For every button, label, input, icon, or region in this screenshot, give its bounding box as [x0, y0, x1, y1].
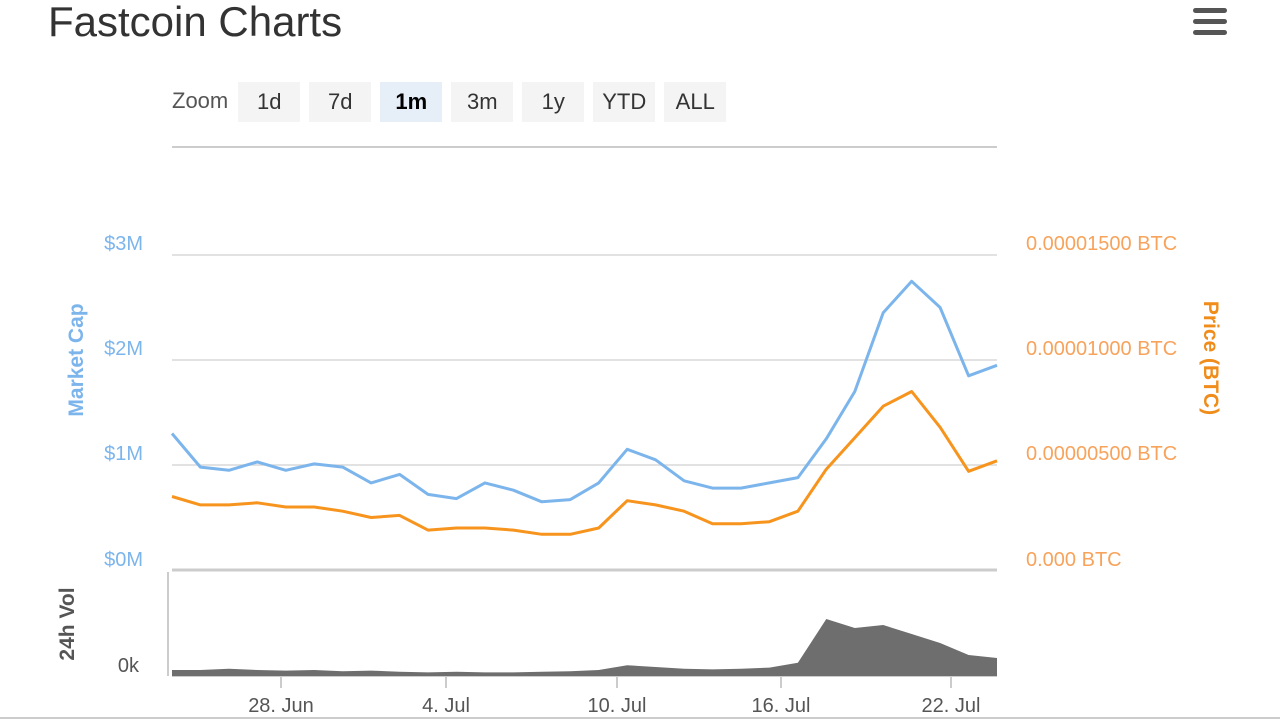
left-axis-title: Market Cap — [65, 303, 88, 416]
right-tick-1500: 0.00001500 BTC — [1026, 233, 1177, 255]
zoom-1d-button[interactable]: 1d — [238, 82, 301, 122]
zoom-7d-button[interactable]: 7d — [309, 82, 372, 122]
zoom-all-button[interactable]: ALL — [664, 82, 727, 122]
left-tick-1m: $1M — [104, 443, 143, 465]
volume-axis-title: 24h Vol — [56, 587, 79, 660]
left-tick-3m: $3M — [104, 233, 143, 255]
zoom-ytd-button[interactable]: YTD — [593, 82, 656, 122]
x-tick-10-jul: 10. Jul — [588, 695, 647, 717]
price-line — [171, 390, 998, 536]
zoom-1m-button[interactable]: 1m — [380, 82, 443, 122]
zoom-1y-button[interactable]: 1y — [522, 82, 585, 122]
left-tick-2m: $2M — [104, 338, 143, 360]
x-tick-28-jun: 28. Jun — [248, 695, 314, 717]
hamburger-menu-icon[interactable] — [1193, 8, 1227, 36]
zoom-3m-button[interactable]: 3m — [451, 82, 514, 122]
x-tick-4-jul: 4. Jul — [422, 695, 470, 717]
market-cap-line — [170, 279, 998, 504]
right-tick-1000: 0.00001000 BTC — [1026, 338, 1177, 360]
page-title: Fastcoin Charts — [48, 0, 343, 45]
left-tick-0m: $0M — [104, 549, 143, 571]
zoom-label: Zoom — [172, 88, 229, 113]
volume-tick-0k: 0k — [118, 655, 140, 677]
volume-area — [172, 619, 997, 676]
right-tick-0: 0.000 BTC — [1026, 549, 1122, 571]
right-tick-500: 0.00000500 BTC — [1026, 443, 1177, 465]
series-layer — [170, 279, 998, 676]
x-tick-16-jul: 16. Jul — [752, 695, 811, 717]
zoom-bar: Zoom 1d 7d 1m 3m 1y YTD ALL — [172, 82, 735, 122]
right-axis-title: Price (BTC) — [1199, 301, 1222, 415]
x-tick-22-jul: 22. Jul — [922, 695, 981, 717]
